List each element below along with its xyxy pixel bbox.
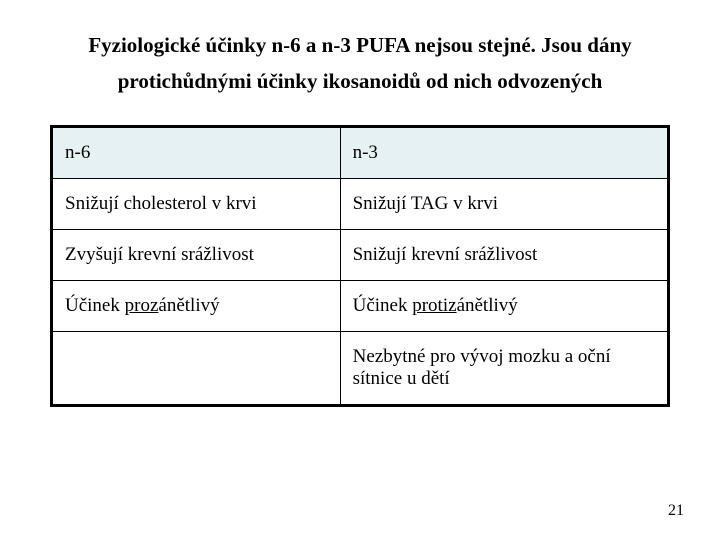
- page-number: 21: [668, 502, 684, 520]
- cell-r3-c0: Účinek prozánětlivý: [52, 281, 341, 332]
- title-line-1: Fyziologické účinky n-6 a n-3 PUFA nejso…: [88, 33, 631, 57]
- cell-r1-c0: Snižují cholesterol v krvi: [52, 179, 341, 230]
- title-line-2: protichůdnými účinky ikosanoidů od nich …: [118, 69, 603, 93]
- cell-r2-c0: Zvyšují krevní srážlivost: [52, 230, 341, 281]
- cell-r4-c1: Nezbytné pro vývoj mozku a oční sítnice …: [340, 332, 668, 406]
- table-header-row: n-6 n-3: [52, 127, 669, 179]
- cell-text: ánětlivý: [457, 295, 518, 316]
- cell-text-underline: proz: [125, 295, 159, 316]
- col-header-n3: n-3: [340, 127, 668, 179]
- cell-text: Účinek: [353, 295, 413, 316]
- cell-text-underline: protiz: [412, 295, 456, 316]
- slide-page: Fyziologické účinky n-6 a n-3 PUFA nejso…: [0, 0, 720, 540]
- comparison-table: n-6 n-3 Snižují cholesterol v krvi Snižu…: [50, 125, 670, 407]
- table-row: Účinek prozánětlivý Účinek protizánětliv…: [52, 281, 669, 332]
- page-title: Fyziologické účinky n-6 a n-3 PUFA nejso…: [40, 28, 680, 99]
- cell-text: Účinek: [65, 295, 125, 316]
- table-row: Zvyšují krevní srážlivost Snižují krevní…: [52, 230, 669, 281]
- table-row: Nezbytné pro vývoj mozku a oční sítnice …: [52, 332, 669, 406]
- cell-r1-c1: Snižují TAG v krvi: [340, 179, 668, 230]
- col-header-n6: n-6: [52, 127, 341, 179]
- cell-r4-c0: [52, 332, 341, 406]
- table-row: Snižují cholesterol v krvi Snižují TAG v…: [52, 179, 669, 230]
- cell-r3-c1: Účinek protizánětlivý: [340, 281, 668, 332]
- cell-text: ánětlivý: [158, 295, 219, 316]
- cell-r2-c1: Snižují krevní srážlivost: [340, 230, 668, 281]
